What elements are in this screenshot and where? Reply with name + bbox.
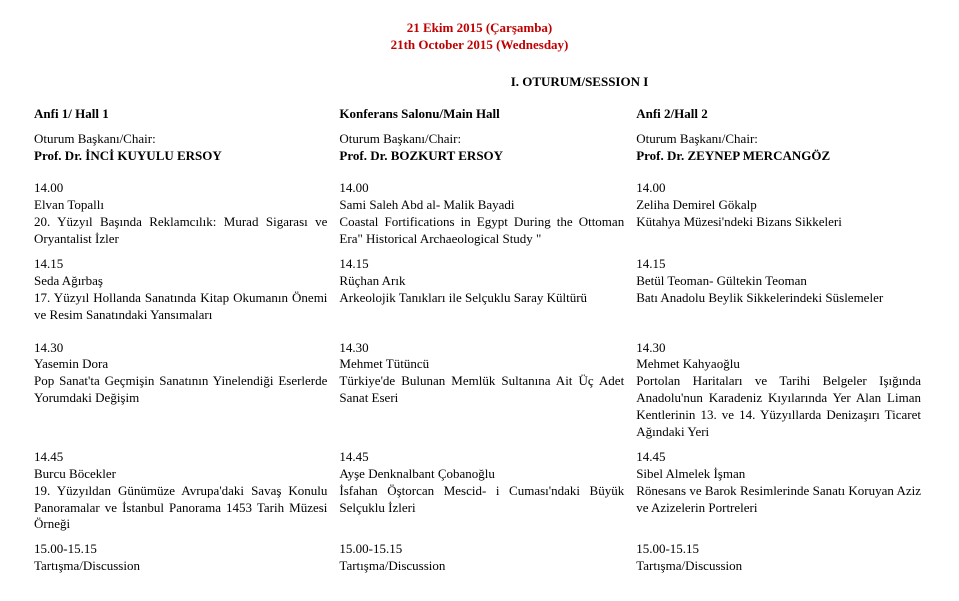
slot-title: Coastal Fortifications in Egypt During t… xyxy=(339,214,624,248)
slot-cell: 14.00 Zeliha Demirel Gökalp Kütahya Müze… xyxy=(632,176,929,252)
slot-speaker: Elvan Topallı xyxy=(34,197,327,214)
slot-time: 14.00 xyxy=(339,180,624,197)
discussion-label: Tartışma/Discussion xyxy=(34,558,327,575)
slot-speaker: Mehmet Kahyaoğlu xyxy=(636,356,921,373)
schedule-table: Anfi 1/ Hall 1 Konferans Salonu/Main Hal… xyxy=(30,102,929,579)
hall-1: Anfi 1/ Hall 1 xyxy=(30,102,335,127)
session-title: I. OTURUM/SESSION I xyxy=(30,74,929,90)
slot-speaker: Ayşe Denknalbant Çobanoğlu xyxy=(339,466,624,483)
discussion-time: 15.00-15.15 xyxy=(339,541,624,558)
slot-title: 19. Yüzyıldan Günümüze Avrupa'daki Savaş… xyxy=(34,483,327,534)
hall-row: Anfi 1/ Hall 1 Konferans Salonu/Main Hal… xyxy=(30,102,929,127)
chair-cell-3: Oturum Başkanı/Chair: Prof. Dr. ZEYNEP M… xyxy=(632,127,929,169)
slot-title: İsfahan Öştorcan Mescid- i Cuması'ndaki … xyxy=(339,483,624,517)
slot-title: Portolan Haritaları ve Tarihi Belgeler I… xyxy=(636,373,921,441)
slot-speaker: Sibel Almelek İşman xyxy=(636,466,921,483)
slot-time: 14.30 xyxy=(34,340,327,357)
discussion-label: Tartışma/Discussion xyxy=(339,558,624,575)
discussion-time: 15.00-15.15 xyxy=(34,541,327,558)
date-line2: 21th October 2015 (Wednesday) xyxy=(30,37,929,54)
slot-cell: 14.45 Sibel Almelek İşman Rönesans ve Ba… xyxy=(632,445,929,537)
discussion-cell: 15.00-15.15 Tartışma/Discussion xyxy=(632,537,929,579)
slot-speaker: Seda Ağırbaş xyxy=(34,273,327,290)
slot-time: 14.00 xyxy=(636,180,921,197)
date-header: 21 Ekim 2015 (Çarşamba) 21th October 201… xyxy=(30,20,929,54)
discussion-label: Tartışma/Discussion xyxy=(636,558,921,575)
slot-speaker: Rüçhan Arık xyxy=(339,273,624,290)
slot-cell: 14.45 Ayşe Denknalbant Çobanoğlu İsfahan… xyxy=(335,445,632,537)
discussion-cell: 15.00-15.15 Tartışma/Discussion xyxy=(30,537,335,579)
slot-time: 14.00 xyxy=(34,180,327,197)
slot-time: 14.45 xyxy=(339,449,624,466)
slot-time: 14.15 xyxy=(339,256,624,273)
slot-time: 14.30 xyxy=(339,340,624,357)
slot-title: Batı Anadolu Beylik Sikkelerindeki Süsle… xyxy=(636,290,921,307)
slot-cell: 14.15 Betül Teoman- Gültekin Teoman Batı… xyxy=(632,252,929,328)
slot-speaker: Betül Teoman- Gültekin Teoman xyxy=(636,273,921,290)
slot-time: 14.30 xyxy=(636,340,921,357)
chair-label: Oturum Başkanı/Chair: xyxy=(34,131,327,148)
slot-title: 20. Yüzyıl Başında Reklamcılık: Murad Si… xyxy=(34,214,327,248)
slot-title: Arkeolojik Tanıkları ile Selçuklu Saray … xyxy=(339,290,624,307)
discussion-time: 15.00-15.15 xyxy=(636,541,921,558)
slot-time: 14.45 xyxy=(34,449,327,466)
chair-label: Oturum Başkanı/Chair: xyxy=(636,131,921,148)
slot-row: 14.15 Seda Ağırbaş 17. Yüzyıl Hollanda S… xyxy=(30,252,929,328)
hall-3: Anfi 2/Hall 2 xyxy=(632,102,929,127)
slot-cell: 14.15 Seda Ağırbaş 17. Yüzyıl Hollanda S… xyxy=(30,252,335,328)
slot-cell: 14.30 Mehmet Tütüncü Türkiye'de Bulunan … xyxy=(335,336,632,445)
chair-cell-1: Oturum Başkanı/Chair: Prof. Dr. İNCİ KUY… xyxy=(30,127,335,169)
slot-speaker: Yasemin Dora xyxy=(34,356,327,373)
slot-time: 14.45 xyxy=(636,449,921,466)
slot-cell: 14.00 Sami Saleh Abd al- Malik Bayadi Co… xyxy=(335,176,632,252)
slot-row: 14.00 Elvan Topallı 20. Yüzyıl Başında R… xyxy=(30,176,929,252)
slot-cell: 14.45 Burcu Böcekler 19. Yüzyıldan Günüm… xyxy=(30,445,335,537)
slot-row: 14.30 Yasemin Dora Pop Sanat'ta Geçmişin… xyxy=(30,336,929,445)
chair-name: Prof. Dr. BOZKURT ERSOY xyxy=(339,148,503,163)
slot-cell: 14.00 Elvan Topallı 20. Yüzyıl Başında R… xyxy=(30,176,335,252)
slot-title: Türkiye'de Bulunan Memlük Sultanına Ait … xyxy=(339,373,624,407)
discussion-row: 15.00-15.15 Tartışma/Discussion 15.00-15… xyxy=(30,537,929,579)
chair-name: Prof. Dr. İNCİ KUYULU ERSOY xyxy=(34,148,222,163)
slot-title: Rönesans ve Barok Resimlerinde Sanatı Ko… xyxy=(636,483,921,517)
slot-time: 14.15 xyxy=(34,256,327,273)
hall-2: Konferans Salonu/Main Hall xyxy=(335,102,632,127)
chair-row: Oturum Başkanı/Chair: Prof. Dr. İNCİ KUY… xyxy=(30,127,929,169)
chair-label: Oturum Başkanı/Chair: xyxy=(339,131,624,148)
slot-speaker: Zeliha Demirel Gökalp xyxy=(636,197,921,214)
discussion-cell: 15.00-15.15 Tartışma/Discussion xyxy=(335,537,632,579)
date-line1: 21 Ekim 2015 (Çarşamba) xyxy=(30,20,929,37)
slot-cell: 14.30 Mehmet Kahyaoğlu Portolan Haritala… xyxy=(632,336,929,445)
slot-title: Pop Sanat'ta Geçmişin Sanatının Yinelend… xyxy=(34,373,327,407)
slot-title: Kütahya Müzesi'ndeki Bizans Sikkeleri xyxy=(636,214,921,231)
slot-time: 14.15 xyxy=(636,256,921,273)
slot-speaker: Sami Saleh Abd al- Malik Bayadi xyxy=(339,197,624,214)
slot-cell: 14.30 Yasemin Dora Pop Sanat'ta Geçmişin… xyxy=(30,336,335,445)
slot-speaker: Mehmet Tütüncü xyxy=(339,356,624,373)
slot-title: 17. Yüzyıl Hollanda Sanatında Kitap Okum… xyxy=(34,290,327,324)
chair-cell-2: Oturum Başkanı/Chair: Prof. Dr. BOZKURT … xyxy=(335,127,632,169)
slot-cell: 14.15 Rüçhan Arık Arkeolojik Tanıkları i… xyxy=(335,252,632,328)
slot-row: 14.45 Burcu Böcekler 19. Yüzyıldan Günüm… xyxy=(30,445,929,537)
chair-name: Prof. Dr. ZEYNEP MERCANGÖZ xyxy=(636,148,830,163)
slot-speaker: Burcu Böcekler xyxy=(34,466,327,483)
